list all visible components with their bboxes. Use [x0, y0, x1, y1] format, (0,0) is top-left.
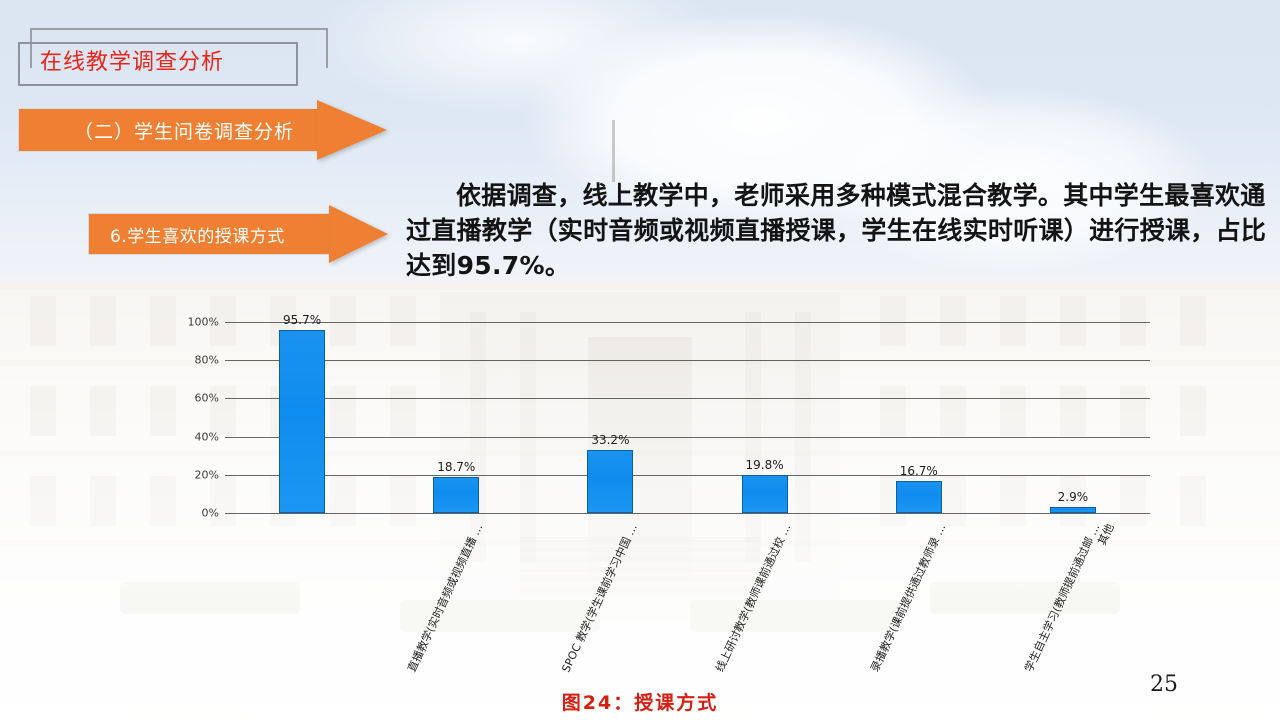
- y-axis-tick-label: 100%: [187, 315, 219, 329]
- chart-gridline: [225, 360, 1150, 362]
- chart-gridline: [225, 474, 1150, 476]
- arrow-head-icon: [317, 100, 387, 160]
- chart-bar[interactable]: [895, 481, 942, 513]
- section-banner-arrow[interactable]: （二）学生问卷调查分析: [18, 100, 388, 160]
- x-axis-category-label: SPOC 教学(学生课前学习中国 …: [559, 521, 641, 675]
- y-axis-tick-label: 80%: [194, 353, 219, 367]
- topic-banner-label: 6.学生喜欢的授课方式: [110, 226, 285, 247]
- body-paragraph: 依据调查，线上教学中，老师采用多种模式混合教学。其中学生最喜欢通过直播教学（实时…: [406, 181, 1267, 280]
- title-frame-outline-top: [30, 28, 328, 68]
- figure-caption: 图24：授课方式: [561, 692, 719, 714]
- chart-gridline: [225, 398, 1150, 400]
- arrow-body: [88, 213, 330, 255]
- y-axis-tick-label: 20%: [194, 468, 219, 482]
- page-title: 在线教学调查分析: [40, 50, 225, 75]
- background-fade-overlay: [0, 282, 1280, 720]
- chart-bar[interactable]: [433, 477, 480, 513]
- y-axis-tick-label: 60%: [194, 391, 219, 405]
- chart-bar[interactable]: [741, 475, 788, 513]
- flagpole: [612, 120, 615, 182]
- x-axis-category-label: 学生自主学习(教师提前通过邮 …: [1021, 521, 1103, 674]
- page-number: 25: [1150, 672, 1178, 697]
- title-frame-outline-bottom: [18, 42, 298, 86]
- bar-value-label: 33.2%: [591, 432, 630, 447]
- bar-value-label: 19.8%: [745, 458, 784, 473]
- bar-value-label: 16.7%: [899, 464, 938, 479]
- section-banner-label: （二）学生问卷调查分析: [74, 120, 295, 143]
- title-frame: [18, 28, 328, 86]
- x-axis-category-label: 线上研讨教学(教师课前通过校 …: [713, 521, 794, 674]
- arrow-body: [18, 108, 318, 152]
- y-axis-tick-label: 0%: [201, 506, 219, 520]
- chart-bar[interactable]: [279, 330, 326, 513]
- chart-gridline: [225, 513, 1150, 514]
- x-axis-category-label: 录播教学(课前提供通过教师录 …: [867, 521, 948, 674]
- chart-gridline: [225, 322, 1150, 323]
- y-axis-tick-label: 40%: [194, 430, 219, 444]
- chart-bar[interactable]: [587, 449, 634, 513]
- bar-chart: 0% 20% 40% 60% 80% 100% 95.7% 直播教学(实时音频或视频直播 … 1…: [0, 300, 1280, 700]
- chart-bar[interactable]: [1049, 507, 1096, 513]
- x-axis-category-label: 直播教学(实时音频或视频直播 …: [405, 521, 486, 674]
- bar-value-label: 95.7%: [283, 313, 322, 328]
- arrow-head-icon: [329, 205, 388, 263]
- topic-banner-arrow[interactable]: 6.学生喜欢的授课方式: [88, 205, 388, 263]
- chart-gridline: [225, 436, 1150, 438]
- bar-value-label: 18.7%: [437, 460, 476, 475]
- bar-value-label: 2.9%: [1057, 490, 1089, 505]
- chart-plot-area: 0% 20% 40% 60% 80% 100% 95.7% 直播教学(实时音频或视频直播 … 1…: [188, 313, 1150, 674]
